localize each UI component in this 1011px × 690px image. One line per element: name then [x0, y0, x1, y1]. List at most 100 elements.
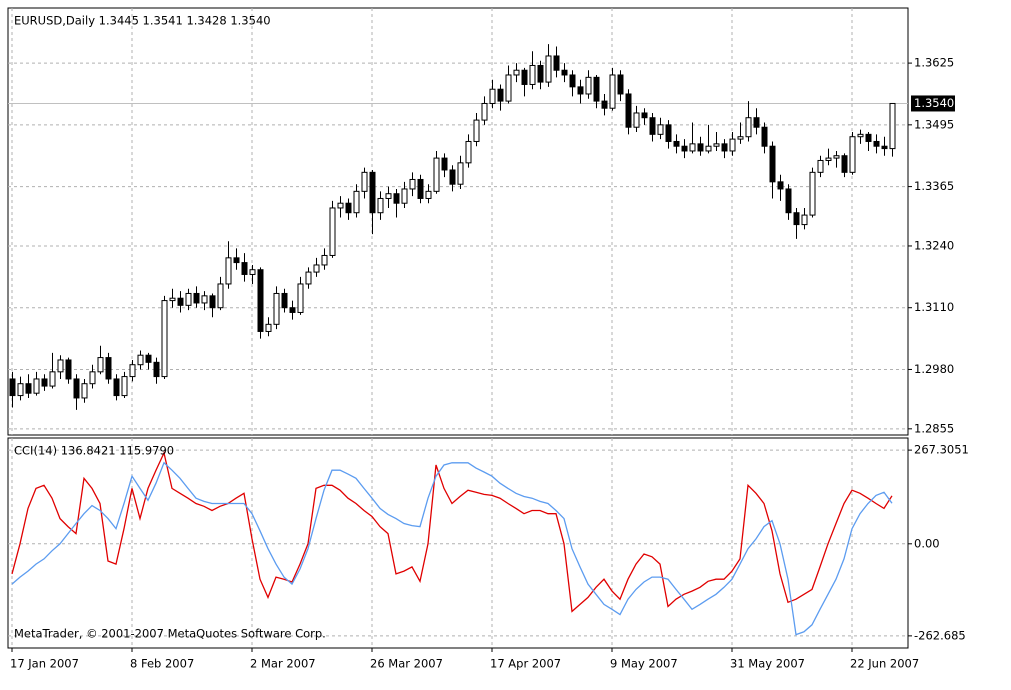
candle-body	[345, 202, 352, 214]
candle-body	[497, 88, 504, 102]
candle-body	[225, 257, 232, 285]
candle-body	[169, 297, 176, 302]
candle-body	[617, 74, 624, 95]
candle-body	[761, 126, 768, 147]
candle-body	[17, 383, 24, 397]
candle-body	[753, 117, 760, 128]
cci-line	[11, 450, 893, 613]
candle-body	[353, 190, 360, 214]
candle-body	[505, 74, 512, 102]
candle-body	[81, 383, 88, 399]
candle-body	[529, 64, 536, 85]
candle-body	[553, 55, 560, 71]
candle-body	[249, 269, 256, 275]
candle-body	[201, 295, 208, 304]
candle-body	[817, 159, 824, 173]
candle-body	[289, 307, 296, 313]
candle-body	[633, 112, 640, 128]
candle-body	[457, 162, 464, 185]
candle-body	[809, 171, 816, 216]
candle-body	[569, 74, 576, 88]
x-tick-label: 2 Mar 2007	[250, 657, 316, 671]
candle-body	[281, 292, 288, 309]
candle-body	[625, 93, 632, 128]
candle-body	[433, 157, 440, 192]
candle-body	[697, 143, 704, 152]
y-tick-label: 1.2980	[914, 362, 954, 376]
candle-body	[521, 69, 528, 85]
candle-body	[409, 178, 416, 190]
candle-body	[649, 117, 656, 135]
x-tick-label: 31 May 2007	[730, 657, 805, 671]
candle-body	[313, 264, 320, 273]
candle-body	[473, 119, 480, 142]
candle-body	[297, 283, 304, 313]
candle-body	[9, 378, 16, 397]
x-tick-label: 8 Feb 2007	[130, 657, 194, 671]
candle-body	[689, 143, 696, 152]
last-price-box	[911, 95, 955, 112]
candle-body	[873, 140, 880, 147]
candle-body	[609, 74, 616, 109]
candle-body	[705, 145, 712, 152]
candle-body	[161, 300, 168, 378]
x-tick-label: 26 Mar 2007	[370, 657, 443, 671]
candle-body	[593, 76, 600, 102]
candle-body	[41, 378, 48, 387]
candle-body	[537, 64, 544, 83]
candle-body	[401, 188, 408, 204]
y-tick-label: -262.685	[914, 628, 966, 642]
candle-body	[209, 295, 216, 309]
candle-body	[217, 283, 224, 309]
y-tick-label: 1.3365	[914, 179, 954, 193]
candle-body	[265, 323, 272, 332]
candle-body	[153, 361, 160, 378]
candle-body	[801, 214, 808, 226]
candle-body	[377, 197, 384, 214]
candle-body	[25, 383, 32, 394]
candle-body	[305, 271, 312, 285]
x-tick-label: 17 Jan 2007	[10, 657, 79, 671]
candle-body	[449, 169, 456, 185]
candle-body	[273, 292, 280, 325]
candle-body	[385, 193, 392, 199]
candle-body	[257, 269, 264, 332]
candle-body	[641, 112, 648, 119]
candle-body	[777, 181, 784, 190]
cci-line	[11, 461, 893, 636]
candle-body	[113, 378, 120, 397]
candle-body	[481, 102, 488, 121]
candle-body	[329, 207, 336, 256]
x-tick-label: 17 Apr 2007	[490, 657, 561, 671]
x-tick-label: 22 Jun 2007	[850, 657, 919, 671]
candle-body	[713, 143, 720, 147]
candle-body	[49, 371, 56, 387]
candle-body	[121, 376, 128, 397]
candle-body	[857, 133, 864, 138]
candle-body	[337, 202, 344, 209]
y-tick-label: 1.3240	[914, 238, 954, 252]
candle-body	[545, 55, 552, 83]
candle-body	[745, 117, 752, 138]
candle-body	[833, 155, 840, 159]
x-tick-label: 9 May 2007	[610, 657, 678, 671]
candle-body	[177, 297, 184, 306]
candle-body	[577, 86, 584, 95]
candle-body	[129, 364, 136, 378]
candle-body	[361, 171, 368, 192]
candle-body	[673, 140, 680, 147]
candle-body	[241, 262, 248, 275]
candle-body	[665, 124, 672, 142]
candle-body	[185, 292, 192, 306]
candle-body	[721, 143, 728, 152]
candle-body	[769, 145, 776, 183]
candle-body	[57, 359, 64, 373]
candle-body	[601, 100, 608, 109]
candle-body	[65, 359, 72, 380]
cci-panel	[7, 437, 909, 649]
candle-body	[465, 140, 472, 164]
candle-body	[441, 157, 448, 171]
y-tick-label: 267.3051	[914, 443, 969, 457]
candle-body	[321, 254, 328, 266]
